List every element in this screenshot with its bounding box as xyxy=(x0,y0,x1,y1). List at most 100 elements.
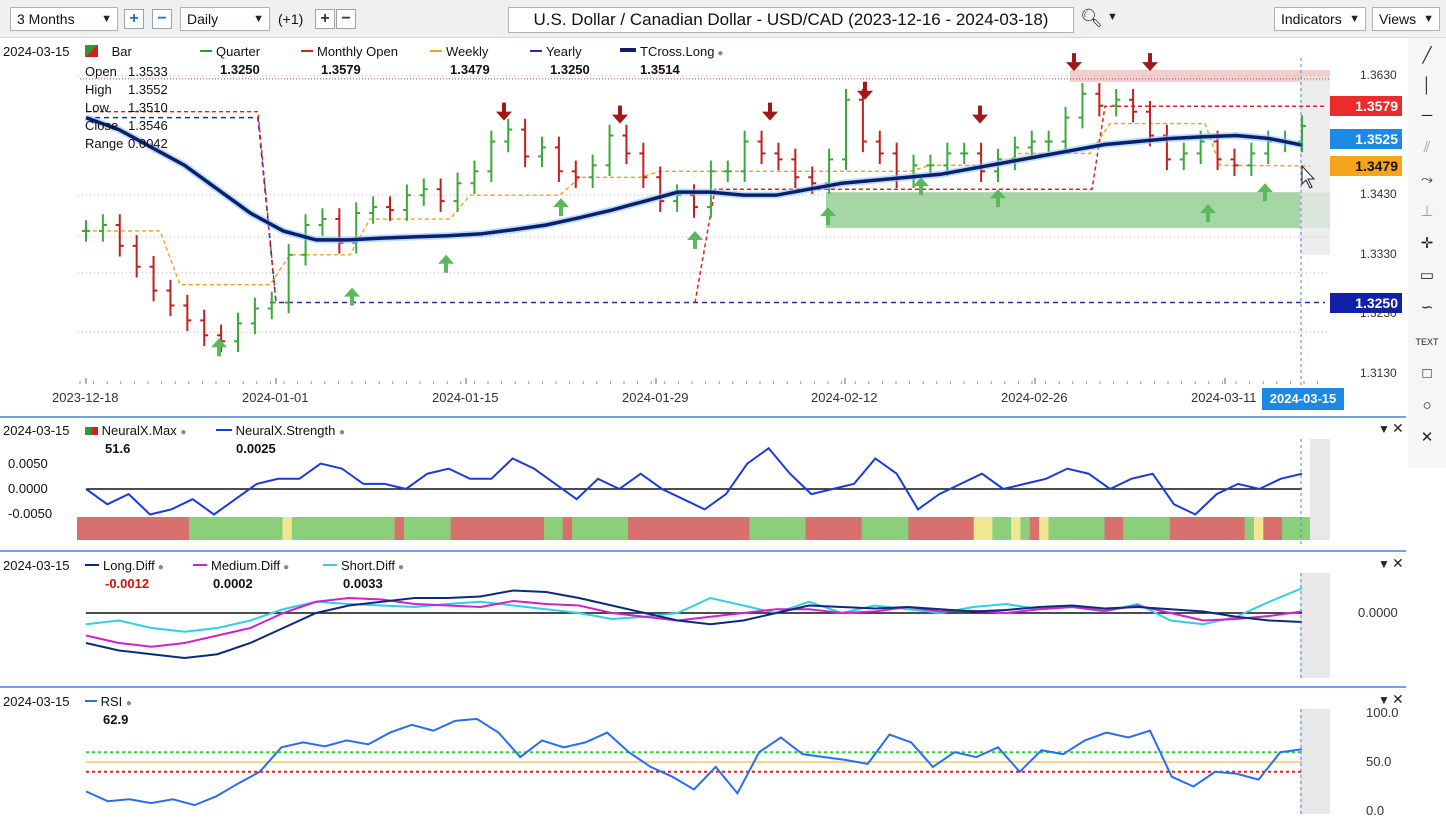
views-button[interactable]: Views ▼ xyxy=(1372,7,1440,31)
neuralx-chart-svg[interactable] xyxy=(0,419,1406,550)
open-value: 1.3533 xyxy=(128,64,168,79)
neuralx-max-segment xyxy=(413,517,424,540)
arrow-shaft xyxy=(826,215,830,226)
bar-type-legend: Bar xyxy=(85,44,132,59)
neuralx-tick-label: -0.0050 xyxy=(8,506,53,522)
neuralx-max-segment xyxy=(1029,517,1040,540)
chevron-down-icon[interactable]: ▼ xyxy=(1107,11,1118,23)
indicators-label: Indicators xyxy=(1281,11,1342,27)
curve-tool-icon[interactable]: ∽ xyxy=(1420,299,1434,316)
legend-label: Monthly Open xyxy=(317,44,398,59)
neuralx-max-segment xyxy=(1113,517,1124,540)
pane-menu-icon[interactable]: ▼ xyxy=(1378,557,1390,571)
text-tool-icon[interactable]: TEXT xyxy=(1415,337,1439,347)
price-chart-svg[interactable] xyxy=(0,38,1406,416)
price-bar xyxy=(1044,130,1053,153)
arrow-head xyxy=(687,230,703,240)
fibonacci-tool-icon[interactable]: ⤳ xyxy=(1420,171,1433,188)
range-select[interactable]: 3 Months ▼ xyxy=(10,7,118,31)
rsi-chart-svg[interactable] xyxy=(0,689,1406,819)
neuralx-max-segment xyxy=(95,517,106,540)
rsi-pane[interactable]: 2024-03-15 RSI ● 62.9 100.0 50.0 0.0 ▼ ✕ xyxy=(0,689,1406,819)
legend-entry: Quarter 1.3250 xyxy=(200,44,260,77)
neuralx-max-segment xyxy=(786,517,797,540)
trendline-tool-icon[interactable]: ╱ xyxy=(1422,47,1432,64)
close-pane-icon[interactable]: ✕ xyxy=(1392,420,1404,436)
vertical-line-tool-icon[interactable]: │ xyxy=(1422,77,1432,94)
resistance-zone xyxy=(1070,69,1330,82)
settings-dot-icon[interactable]: ● xyxy=(125,698,132,709)
price-bar xyxy=(1095,83,1104,117)
rsi-tick-label: 0.0 xyxy=(1366,803,1385,818)
price-bar xyxy=(217,324,226,353)
settings-dot-icon[interactable]: ● xyxy=(157,562,164,573)
price-bar xyxy=(200,309,209,347)
neuralx-tick-label: 0.0050 xyxy=(8,455,48,471)
diff-pane[interactable]: 2024-03-15 Long.Diff ● -0.0012 Medium.Diff ●… xyxy=(0,553,1406,686)
search-icon[interactable]: 🔍︎ xyxy=(1080,8,1103,28)
indicators-button[interactable]: Indicators ▼ xyxy=(1274,7,1366,31)
interval-select[interactable]: Daily ▼ xyxy=(180,7,270,31)
neuralx-max-segment xyxy=(1281,517,1292,540)
arrow-head xyxy=(972,114,988,124)
neuralx-max-segment xyxy=(114,517,125,540)
neuralx-max-segment xyxy=(1076,517,1087,540)
chart-title[interactable]: U.S. Dollar / Canadian Dollar - USD/CAD … xyxy=(508,7,1074,33)
crosshair-tool-icon[interactable]: ✛ xyxy=(1420,235,1434,252)
price-bar xyxy=(605,124,614,177)
rectangle-tool-icon[interactable]: □ xyxy=(1422,365,1432,382)
pitchfork-tool-icon[interactable]: ⊥ xyxy=(1420,203,1434,220)
neuralx-pane[interactable]: 2024-03-15 NeuralX.Max ● 51.6 NeuralX.St… xyxy=(0,419,1406,550)
price-bar xyxy=(977,142,986,183)
price-pane[interactable]: 2024-03-15 Bar Open 1.3533 High 1.3552 Low… xyxy=(0,38,1406,416)
settings-dot-icon[interactable]: ● xyxy=(283,562,290,573)
zoom-in-button[interactable]: + xyxy=(124,9,144,29)
diff-chart-svg[interactable] xyxy=(0,553,1406,686)
neuralx-max-segment xyxy=(749,517,760,540)
neuralx-max-segment xyxy=(544,517,554,540)
pane-separator[interactable] xyxy=(0,686,1406,688)
neuralx-max-segment xyxy=(562,517,573,540)
neuralx-max-swatch xyxy=(85,427,98,435)
price-bar xyxy=(82,220,90,242)
price-bar xyxy=(1078,83,1087,129)
neuralx-max-segment xyxy=(665,517,676,540)
settings-dot-icon[interactable]: ● xyxy=(180,427,187,438)
pane-menu-icon[interactable]: ▼ xyxy=(1378,422,1390,436)
neuralx-max-segment xyxy=(646,517,657,540)
neuralx-max-segment xyxy=(1132,517,1143,540)
legend-swatch xyxy=(85,564,99,566)
neuralx-max-segment xyxy=(824,517,835,540)
close-pane-icon[interactable]: ✕ xyxy=(1392,691,1404,707)
legend-swatch xyxy=(200,50,212,52)
horizontal-line-tool-icon[interactable]: ─ xyxy=(1421,107,1433,124)
legend-label: Yearly xyxy=(546,44,582,59)
price-bar xyxy=(740,130,749,183)
neuralx-max-segment xyxy=(796,517,807,540)
pane-date: 2024-03-15 xyxy=(3,558,70,573)
neuralx-max-segment xyxy=(77,517,87,540)
settings-dot-icon[interactable]: ● xyxy=(717,48,724,59)
add-interval-button[interactable]: + xyxy=(315,9,335,29)
pane-menu-icon[interactable]: ▼ xyxy=(1378,693,1390,707)
sell-arrow-icon xyxy=(762,102,778,121)
drawing-toolbar: ╱ │ ─ ⫽ ⤳ ⊥ ✛ ▭ ∽ TEXT □ ○ ✕ xyxy=(1408,38,1446,468)
channel-tool-icon[interactable]: ⫽ xyxy=(1423,139,1431,156)
neuralx-max-segment xyxy=(375,517,386,540)
pane-separator[interactable] xyxy=(0,416,1406,418)
close-pane-icon[interactable]: ✕ xyxy=(1392,555,1404,571)
pane-separator[interactable] xyxy=(0,550,1406,552)
ellipse-tool-icon[interactable]: ○ xyxy=(1422,397,1432,414)
delete-drawings-icon[interactable]: ✕ xyxy=(1420,429,1434,446)
arrow-head xyxy=(612,114,628,124)
price-bar xyxy=(284,244,293,314)
price-tick-label: 1.3630 xyxy=(1360,67,1397,82)
cursor-band xyxy=(1300,573,1330,678)
arrow-head xyxy=(913,177,929,187)
callout-tool-icon[interactable]: ▭ xyxy=(1419,267,1435,284)
settings-dot-icon[interactable]: ● xyxy=(397,562,404,573)
zoom-out-button[interactable]: − xyxy=(152,9,172,29)
remove-interval-button[interactable]: − xyxy=(336,9,356,29)
settings-dot-icon[interactable]: ● xyxy=(338,427,346,438)
neuralx-max-segment xyxy=(245,517,255,540)
